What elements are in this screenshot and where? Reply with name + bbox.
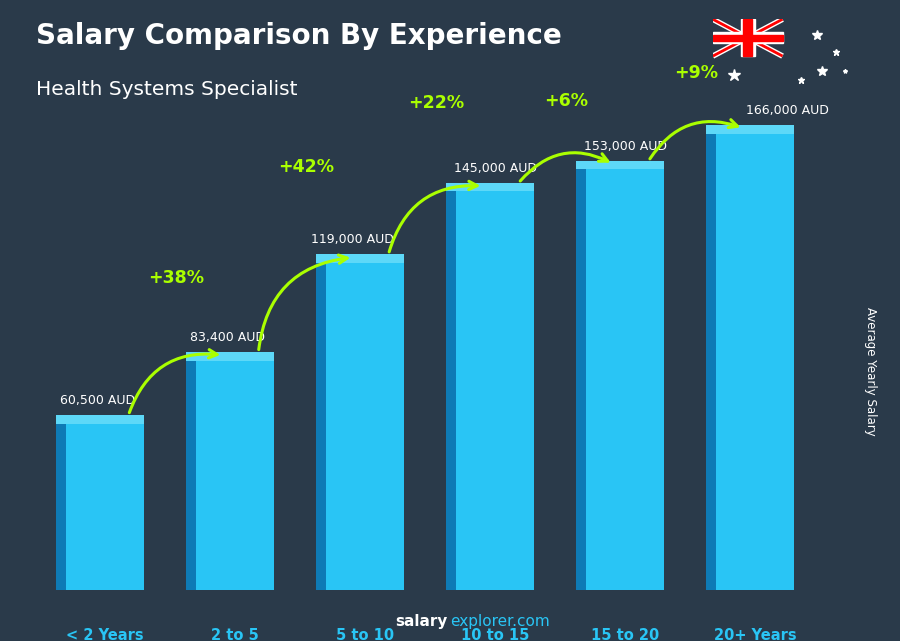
Text: explorer.com: explorer.com bbox=[450, 615, 550, 629]
Bar bbox=[446, 192, 456, 590]
Bar bbox=[576, 169, 586, 590]
Text: 5 to 10: 5 to 10 bbox=[336, 628, 394, 641]
Bar bbox=[196, 361, 274, 590]
Text: 166,000 AUD: 166,000 AUD bbox=[746, 104, 829, 117]
Text: Health Systems Specialist: Health Systems Specialist bbox=[36, 80, 298, 99]
Text: 2 to 5: 2 to 5 bbox=[212, 628, 259, 641]
Bar bbox=[743, 19, 752, 56]
Text: +6%: +6% bbox=[544, 92, 589, 110]
Bar bbox=[56, 424, 66, 590]
Bar bbox=[586, 169, 664, 590]
Bar bbox=[741, 19, 755, 56]
Bar bbox=[56, 415, 144, 424]
Text: Average Yearly Salary: Average Yearly Salary bbox=[864, 308, 877, 436]
Bar bbox=[326, 263, 404, 590]
Bar bbox=[706, 125, 794, 134]
Bar bbox=[713, 33, 783, 43]
Text: 145,000 AUD: 145,000 AUD bbox=[454, 162, 536, 175]
Text: +38%: +38% bbox=[148, 269, 204, 287]
Bar bbox=[185, 352, 274, 361]
Bar bbox=[316, 263, 326, 590]
Bar bbox=[316, 254, 404, 263]
Text: +42%: +42% bbox=[278, 158, 335, 176]
Text: 15 to 20: 15 to 20 bbox=[591, 628, 659, 641]
Bar bbox=[716, 134, 794, 590]
Text: < 2 Years: < 2 Years bbox=[67, 628, 144, 641]
Bar bbox=[66, 424, 144, 590]
Bar bbox=[706, 134, 716, 590]
Text: salary: salary bbox=[395, 615, 447, 629]
Bar bbox=[185, 361, 196, 590]
Text: 119,000 AUD: 119,000 AUD bbox=[310, 233, 393, 246]
Text: 83,400 AUD: 83,400 AUD bbox=[190, 331, 265, 344]
Text: 153,000 AUD: 153,000 AUD bbox=[583, 140, 667, 153]
Text: +22%: +22% bbox=[409, 94, 464, 112]
Bar bbox=[713, 35, 783, 40]
Bar bbox=[456, 192, 534, 590]
Text: 10 to 15: 10 to 15 bbox=[461, 628, 529, 641]
Bar bbox=[446, 183, 534, 192]
Text: Salary Comparison By Experience: Salary Comparison By Experience bbox=[36, 22, 562, 51]
Bar bbox=[576, 161, 664, 169]
Text: 60,500 AUD: 60,500 AUD bbox=[59, 394, 135, 407]
Text: +9%: +9% bbox=[674, 64, 718, 82]
Text: 20+ Years: 20+ Years bbox=[714, 628, 796, 641]
